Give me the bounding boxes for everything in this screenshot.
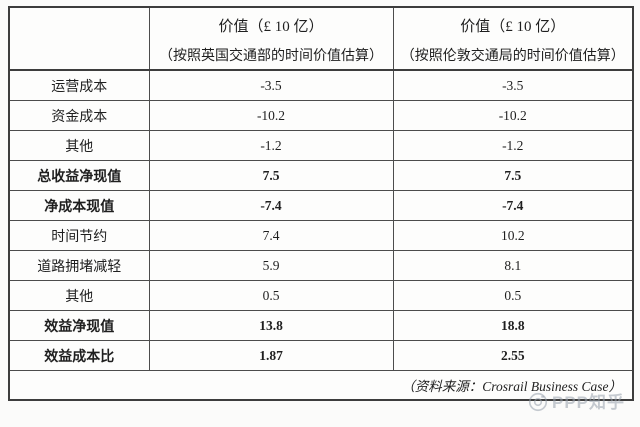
tfl-value-cell: 7.5 — [392, 160, 634, 191]
dft-value-cell: -3.5 — [148, 69, 394, 101]
tfl-value-cell: 18.8 — [392, 310, 634, 341]
header-dft-subtitle: （按照英国交通部的时间价值估算） — [159, 48, 383, 64]
header-row: 价值（£ 10 亿） （按照英国交通部的时间价值估算） 价值（£ 10 亿） （… — [8, 6, 634, 71]
dft-value-cell: 7.4 — [148, 220, 394, 251]
header-empty-cell — [8, 6, 150, 71]
header-tfl-subtitle: （按照伦敦交通局的时间价值估算） — [400, 48, 625, 64]
dft-value-cell: -10.2 — [148, 100, 394, 131]
tfl-value-cell: -3.5 — [392, 69, 634, 101]
row-label: 道路拥堵减轻 — [8, 250, 150, 281]
table-row: 道路拥堵减轻 5.9 8.1 — [8, 250, 634, 281]
table-footer: （资料来源：Crosrail Business Case） — [8, 370, 634, 401]
tfl-value-cell: -7.4 — [392, 190, 634, 221]
table-row: 资金成本 -10.2 -10.2 — [8, 100, 634, 131]
source-note: （资料来源：Crosrail Business Case） — [8, 370, 634, 401]
row-label: 时间节约 — [8, 220, 150, 251]
table-row: 其他 -1.2 -1.2 — [8, 130, 634, 161]
row-label: 其他 — [8, 280, 150, 311]
row-label: 总收益净现值 — [8, 160, 150, 191]
cost-benefit-table: 价值（£ 10 亿） （按照英国交通部的时间价值估算） 价值（£ 10 亿） （… — [8, 6, 634, 401]
tfl-value-cell: 0.5 — [392, 280, 634, 311]
dft-value-cell: 0.5 — [148, 280, 394, 311]
row-label: 运营成本 — [8, 69, 150, 101]
table-row: 净成本现值 -7.4 -7.4 — [8, 190, 634, 221]
dft-value-cell: 5.9 — [148, 250, 394, 281]
table-row: 其他 0.5 0.5 — [8, 280, 634, 311]
row-label: 净成本现值 — [8, 190, 150, 221]
table-row: 运营成本 -3.5 -3.5 — [8, 69, 634, 101]
row-label: 资金成本 — [8, 100, 150, 131]
dft-value-cell: -1.2 — [148, 130, 394, 161]
header-tfl-title: 价值（£ 10 亿） — [460, 18, 566, 35]
header-dft-cell: 价值（£ 10 亿） （按照英国交通部的时间价值估算） — [148, 6, 394, 71]
tfl-value-cell: 2.55 — [392, 340, 634, 371]
table-row: 时间节约 7.4 10.2 — [8, 220, 634, 251]
table-body: 运营成本 -3.5 -3.5 资金成本 -10.2 -10.2 其他 -1.2 -1.2 总收益净… — [8, 69, 634, 371]
tfl-value-cell: 10.2 — [392, 220, 634, 251]
tfl-value-cell: -1.2 — [392, 130, 634, 161]
tfl-value-cell: -10.2 — [392, 100, 634, 131]
header-dft-title: 价值（£ 10 亿） — [218, 18, 324, 35]
row-label: 其他 — [8, 130, 150, 161]
source-row: （资料来源：Crosrail Business Case） — [8, 370, 634, 401]
table-row: 效益净现值 13.8 18.8 — [8, 310, 634, 341]
tfl-value-cell: 8.1 — [392, 250, 634, 281]
dft-value-cell: 7.5 — [148, 160, 394, 191]
dft-value-cell: -7.4 — [148, 190, 394, 221]
table-row: 总收益净现值 7.5 7.5 — [8, 160, 634, 191]
table-header: 价值（£ 10 亿） （按照英国交通部的时间价值估算） 价值（£ 10 亿） （… — [8, 6, 634, 71]
header-tfl-cell: 价值（£ 10 亿） （按照伦敦交通局的时间价值估算） — [392, 6, 634, 71]
dft-value-cell: 1.87 — [148, 340, 394, 371]
row-label: 效益净现值 — [8, 310, 150, 341]
table-row: 效益成本比 1.87 2.55 — [8, 340, 634, 371]
row-label: 效益成本比 — [8, 340, 150, 371]
dft-value-cell: 13.8 — [148, 310, 394, 341]
